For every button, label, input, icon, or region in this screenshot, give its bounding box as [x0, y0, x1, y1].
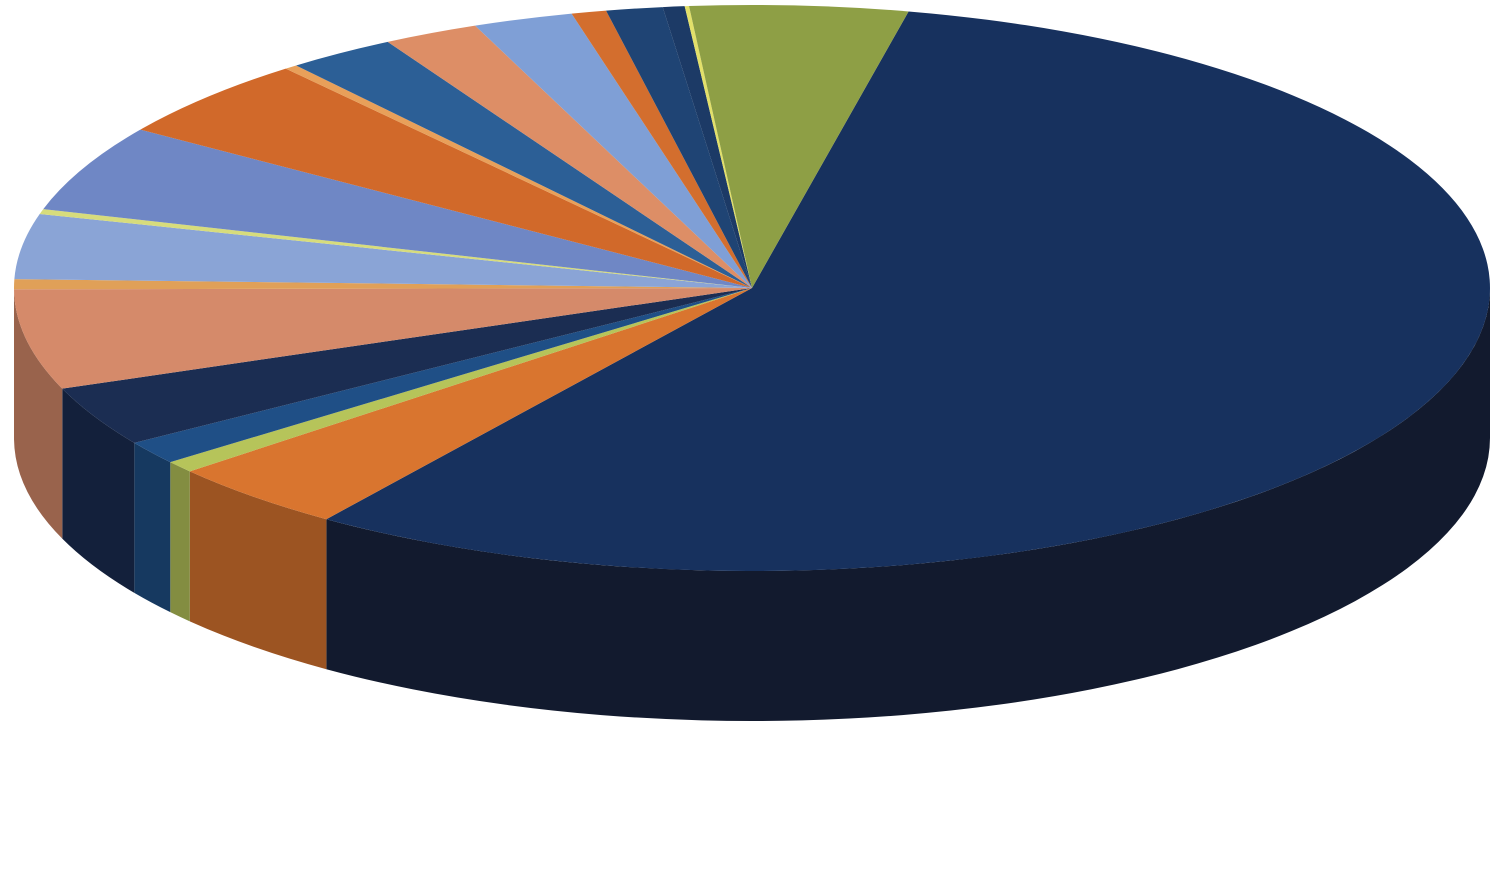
- pie-slice-side-4: [134, 442, 171, 613]
- pie-slice-18: [662, 6, 752, 288]
- pie-slice-16: [571, 10, 752, 288]
- pie-slice-side-2: [189, 471, 327, 670]
- pie-slice-4: [134, 288, 753, 463]
- pie-slice-17: [606, 7, 752, 288]
- pie-slice-5: [62, 288, 752, 443]
- pie-slice-2: [189, 288, 753, 520]
- pie-slice-10: [43, 129, 753, 288]
- pie-top-layer: [14, 5, 1490, 572]
- pie-slice-9: [39, 209, 752, 288]
- pie-slice-11: [140, 68, 753, 288]
- pie-slice-8: [14, 213, 752, 288]
- pie-slice-15: [475, 13, 752, 288]
- pie-slice-19: [684, 6, 752, 288]
- pie-slice-14: [387, 25, 752, 288]
- pie-slice-20: [689, 5, 909, 289]
- pie-slice-side-3: [170, 462, 190, 622]
- pie-slice-6: [14, 288, 752, 389]
- pie-slice-side-5: [62, 388, 135, 593]
- pie-slice-side-6: [14, 289, 63, 539]
- pie-slice-13: [296, 41, 752, 289]
- pie-slice-1: [326, 11, 1490, 572]
- pie-slice-7: [14, 279, 753, 290]
- pie-slice-side-1: [326, 288, 1491, 722]
- pie-side-layer: [13, 288, 1491, 722]
- pie-slice-3: [170, 288, 752, 472]
- pie-slice-12: [285, 65, 752, 289]
